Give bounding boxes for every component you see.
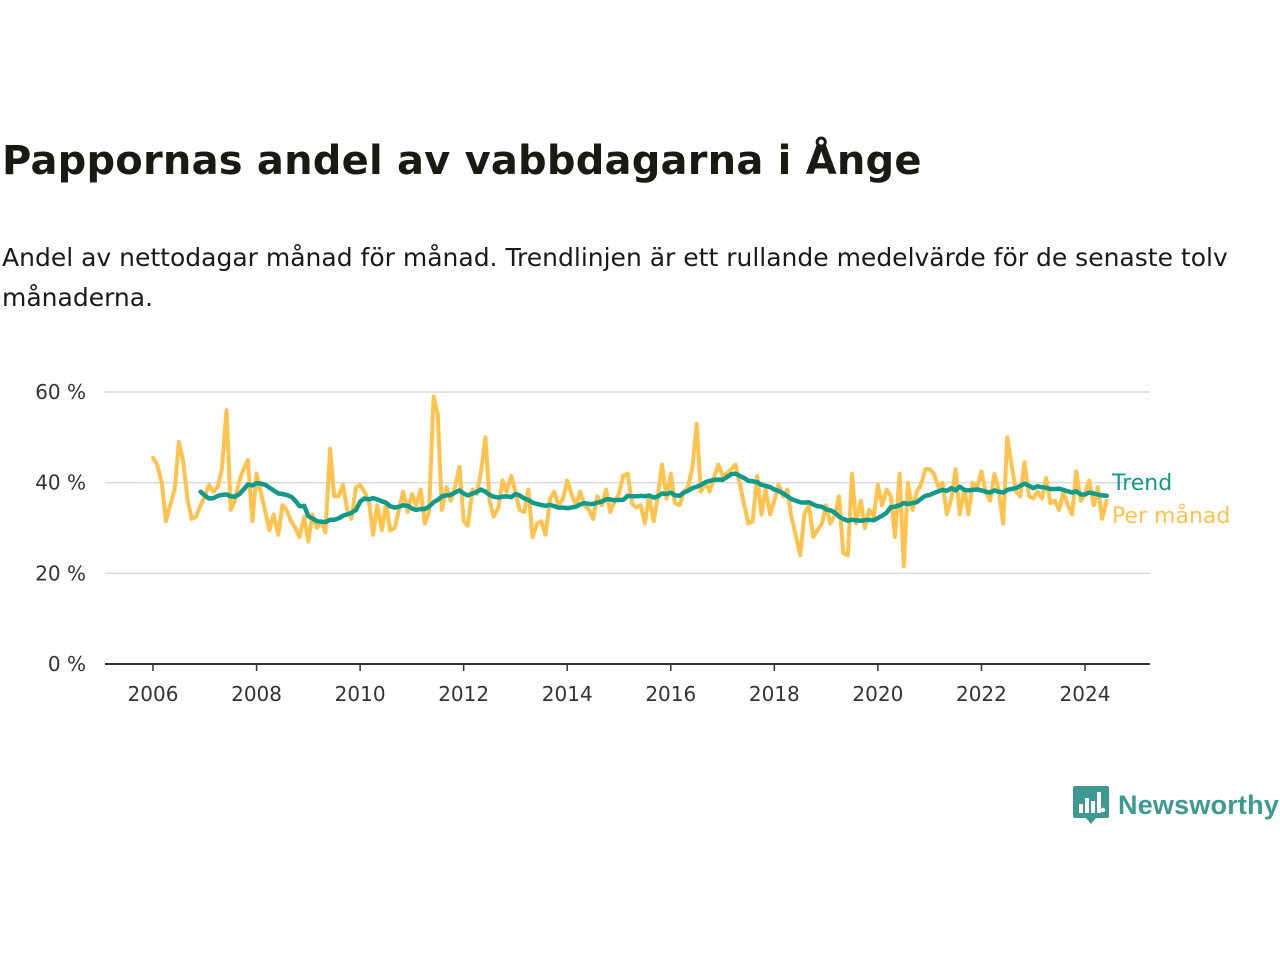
y-axis-ticks: 0 % 20 % 40 % 60 % xyxy=(35,380,86,676)
series-lines xyxy=(151,394,1109,569)
chart-title: Pappornas andel av vabbdagarna i Ånge xyxy=(2,138,922,184)
x-tick-label: 2022 xyxy=(956,682,1007,706)
x-tick-label: 2008 xyxy=(231,682,282,706)
x-tick-label: 2010 xyxy=(335,682,386,706)
series-label-1: Trend xyxy=(1111,471,1172,496)
y-tick-label: 60 % xyxy=(35,380,86,404)
logo-text: Newsworthy xyxy=(1118,789,1280,820)
y-tick-label: 0 % xyxy=(48,652,86,676)
x-tick-label: 2012 xyxy=(438,682,489,706)
x-tick-label: 2020 xyxy=(852,682,903,706)
series-label-0: Per månad xyxy=(1112,503,1230,529)
x-tick-label: 2024 xyxy=(1060,682,1111,706)
series-labels: Per månad Trend xyxy=(1111,471,1230,529)
chart-subtitle: Andel av nettodagar månad för månad. Tre… xyxy=(2,243,1228,312)
x-axis: 2006 2008 2010 2012 2014 2016 2018 2020 2022 2024 xyxy=(105,663,1150,706)
y-tick-label: 20 % xyxy=(35,561,86,585)
x-tick-label: 2016 xyxy=(645,682,696,706)
bar-chart-speech-bubble-icon xyxy=(1073,786,1109,824)
x-tick-label: 2014 xyxy=(542,682,593,706)
series-line-0 xyxy=(151,394,1109,569)
x-tick-label: 2006 xyxy=(128,682,179,706)
newsworthy-logo: Newsworthy xyxy=(1072,784,1279,826)
series-line-1 xyxy=(198,471,1109,525)
y-tick-label: 40 % xyxy=(35,471,86,495)
x-tick-label: 2018 xyxy=(749,682,800,706)
